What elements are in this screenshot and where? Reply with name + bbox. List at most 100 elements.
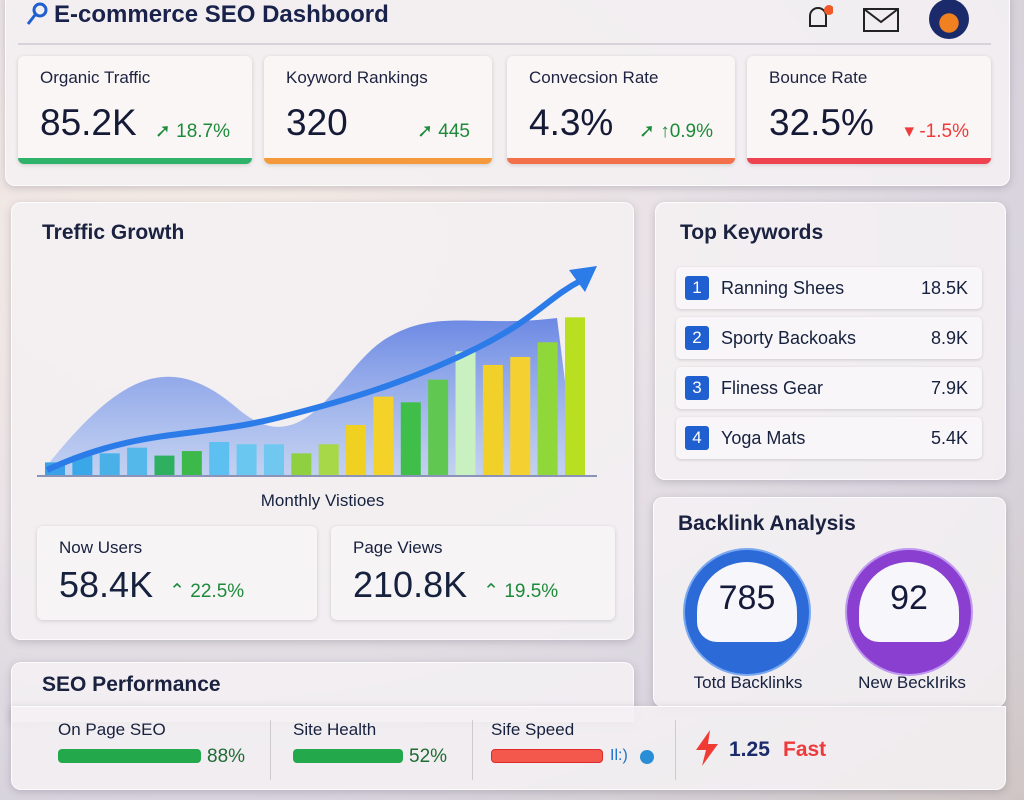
keyword-row[interactable]: 3 Fliness Gear 7.9K <box>676 367 982 409</box>
new-backlinks-gauge: 92 <box>847 550 971 674</box>
rank-badge: 3 <box>685 376 709 400</box>
kpi-color-bar <box>18 158 252 164</box>
kpi-change: ▾ -1.5% <box>904 121 969 142</box>
keyword-name: Sporty Backoaks <box>721 327 857 348</box>
trend-up-icon: ➚ <box>417 121 434 142</box>
keyword-row[interactable]: 1 Ranning Shees 18.5K <box>676 267 982 309</box>
kpi-card: Organic Traffic 85.2K ➚ 18.7% <box>18 56 252 164</box>
total-backlinks-value: 785 <box>697 562 797 642</box>
new-backlinks-value: 92 <box>859 562 959 642</box>
site-health-bar <box>293 749 403 763</box>
kpi-change: ➚ 445 <box>417 121 470 142</box>
kpi-color-bar <box>264 158 492 164</box>
sub-label: Page Views <box>353 538 443 557</box>
chart-bar <box>537 342 558 476</box>
kpi-value: 320 <box>286 102 348 143</box>
site-speed-bar <box>491 749 603 763</box>
keyword-name: Ranning Shees <box>721 277 845 298</box>
chart-bar <box>318 444 339 476</box>
site-health-value: 52% <box>409 746 448 767</box>
kpi-card: Koyword Rankings 320 ➚ 445 <box>264 56 492 164</box>
keyword-name: Yoga Mats <box>721 427 806 448</box>
kpi-card: Bounce Rate 32.5% ▾ -1.5% <box>747 56 991 164</box>
trend-up-icon: ➚ <box>154 121 171 142</box>
chart-bar <box>455 351 476 476</box>
chart-bar <box>236 444 257 476</box>
kpi-color-bar <box>747 158 991 164</box>
keyword-volume: 7.9K <box>930 377 968 398</box>
chart-bar <box>373 396 394 476</box>
keyword-volume: 8.9K <box>930 327 968 348</box>
traffic-chart <box>37 266 597 477</box>
site-health-label: Site Health <box>293 720 377 739</box>
kpi-change: ➚ ↑0.9% <box>638 121 713 142</box>
kpi-value: 4.3% <box>529 102 614 143</box>
traffic-growth-panel: Treffic Growth Monthly Vistioes Now User… <box>11 202 634 640</box>
top-keywords-panel: Top Keywords 1 Ranning Shees 18.5K 2 Sporty … <box>655 202 1006 480</box>
trend-arrow <box>45 277 584 473</box>
kpi-change: ➚ 18.7% <box>154 121 230 142</box>
chart-bar <box>127 447 148 476</box>
kpi-card: Convecsion Rate 4.3% ➚ ↑0.9% <box>507 56 735 164</box>
kpi-value: 85.2K <box>40 102 137 143</box>
trend-up-icon: ➚ <box>638 121 655 142</box>
keyword-volume: 5.4K <box>930 427 968 448</box>
rank-badge: 4 <box>685 426 709 450</box>
seo-title: SEO Performance <box>42 673 221 696</box>
keyword-row[interactable]: 4 Yoga Mats 5.4K <box>676 417 982 459</box>
new-users-card: Now Users 58.4K ⌃ 22.5% <box>37 526 317 620</box>
kpi-value: 32.5% <box>769 102 874 143</box>
total-backlinks-label: Totd Backlinks <box>693 673 803 692</box>
site-speed-label: Sife Speed <box>491 720 575 739</box>
seo-metrics-strip <box>11 706 1006 790</box>
traffic-title: Treffic Growth <box>42 221 185 244</box>
page-title: E-commerce SEO Dashboord <box>26 1 389 29</box>
new-backlinks-label: New BeckIriks <box>858 673 966 692</box>
mail-icon[interactable] <box>863 6 899 32</box>
keyword-name: Fliness Gear <box>721 377 824 398</box>
chart-bar <box>510 357 531 476</box>
chart-bar <box>263 444 284 476</box>
kpi-label: Bounce Rate <box>769 68 868 87</box>
sub-value: 58.4K <box>59 564 154 605</box>
sub-value: 210.8K <box>353 564 468 605</box>
chart-bar <box>565 317 585 476</box>
sub-change: ⌃ 22.5% <box>169 581 245 602</box>
kpi-label: Koyword Rankings <box>286 68 428 87</box>
kpi-label: Convecsion Rate <box>529 68 659 87</box>
bell-icon[interactable] <box>803 4 833 34</box>
total-backlinks-gauge: 785 <box>685 550 809 674</box>
site-speed-status: Fast <box>783 738 827 761</box>
lightning-icon <box>696 730 718 766</box>
site-speed-extra: Il:) <box>610 747 628 764</box>
title-text: E-commerce SEO Dashboord <box>54 1 389 28</box>
arrow-head-icon <box>569 266 597 292</box>
keyword-row[interactable]: 2 Sporty Backoaks 8.9K <box>676 317 982 359</box>
on-page-value: 88% <box>207 746 246 767</box>
chart-bar <box>291 453 312 476</box>
kpi-color-bar <box>507 158 735 164</box>
sub-change: ⌃ 19.5% <box>483 581 559 602</box>
chart-bar <box>154 455 175 476</box>
info-icon <box>640 750 654 764</box>
chart-bar <box>99 453 120 476</box>
chart-bar <box>346 425 367 476</box>
chart-bar <box>72 455 93 476</box>
chart-bar <box>482 364 503 476</box>
divider <box>675 720 676 780</box>
on-page-bar <box>58 749 201 763</box>
divider <box>270 720 271 780</box>
chart-caption: Monthly Vistioes <box>260 491 385 510</box>
search-icon <box>26 2 48 25</box>
chart-bar <box>181 451 202 476</box>
sub-label: Now Users <box>59 538 143 557</box>
backlink-title: Backlink Analysis <box>678 512 856 535</box>
keyword-volume: 18.5K <box>920 277 968 298</box>
page-views-card: Page Views 210.8K ⌃ 19.5% <box>331 526 615 620</box>
avatar[interactable] <box>929 0 969 39</box>
on-page-label: On Page SEO <box>58 720 166 739</box>
site-speed-value: 1.25 <box>729 738 770 761</box>
rank-badge: 2 <box>685 326 709 350</box>
kpi-label: Organic Traffic <box>40 68 151 87</box>
keywords-title: Top Keywords <box>680 221 824 244</box>
